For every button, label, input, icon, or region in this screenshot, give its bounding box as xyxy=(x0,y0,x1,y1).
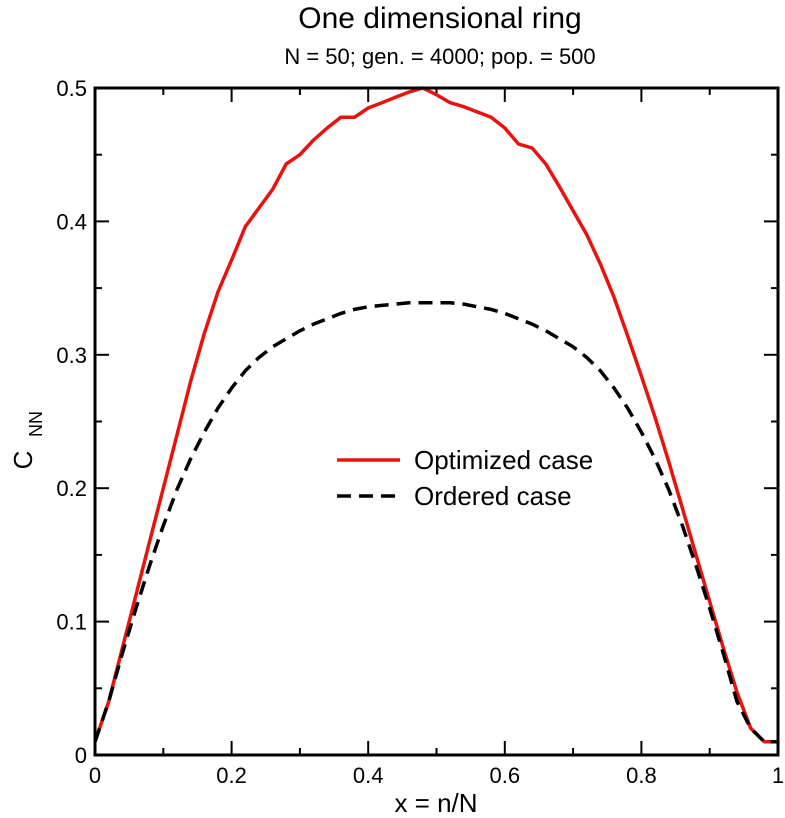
y-axis-label-main: C xyxy=(8,451,38,470)
y-tick-label: 0.2 xyxy=(56,476,87,501)
chart-title: One dimensional ring xyxy=(298,2,582,35)
x-tick-label: 1 xyxy=(772,763,784,788)
y-tick-label: 0.1 xyxy=(56,610,87,635)
legend-label: Ordered case xyxy=(414,481,572,511)
series-line-ordered-case xyxy=(93,301,778,744)
legend-label: Optimized case xyxy=(414,445,593,475)
legend: Optimized case Ordered case xyxy=(337,445,593,511)
x-tick-label: 0.8 xyxy=(626,763,657,788)
x-tick-label: 0.2 xyxy=(216,763,247,788)
x-tick-label: 0.6 xyxy=(490,763,521,788)
chart-subtitle: N = 50; gen. = 4000; pop. = 500 xyxy=(284,44,595,69)
x-tick-label: 0.4 xyxy=(353,763,384,788)
x-tick-label: 0 xyxy=(89,763,101,788)
y-axis-label-subscript: NN xyxy=(26,411,46,437)
y-tick-label: 0.5 xyxy=(56,76,87,101)
y-tick-label: 0.4 xyxy=(56,209,87,234)
y-tick-label: 0.3 xyxy=(56,343,87,368)
series-layer xyxy=(93,86,778,744)
x-axis-label: x = n/N xyxy=(394,788,477,818)
axis-ticks xyxy=(94,87,779,756)
y-axis-label: C NN xyxy=(8,411,46,469)
series-line-optimized-case xyxy=(93,86,778,744)
y-tick-label: 0 xyxy=(75,743,87,768)
tick-labels: 0 0.2 0.4 0.6 0.8 1 0 0.1 0.2 0.3 0.4 0.5 xyxy=(56,76,784,788)
plot-frame xyxy=(93,86,780,757)
